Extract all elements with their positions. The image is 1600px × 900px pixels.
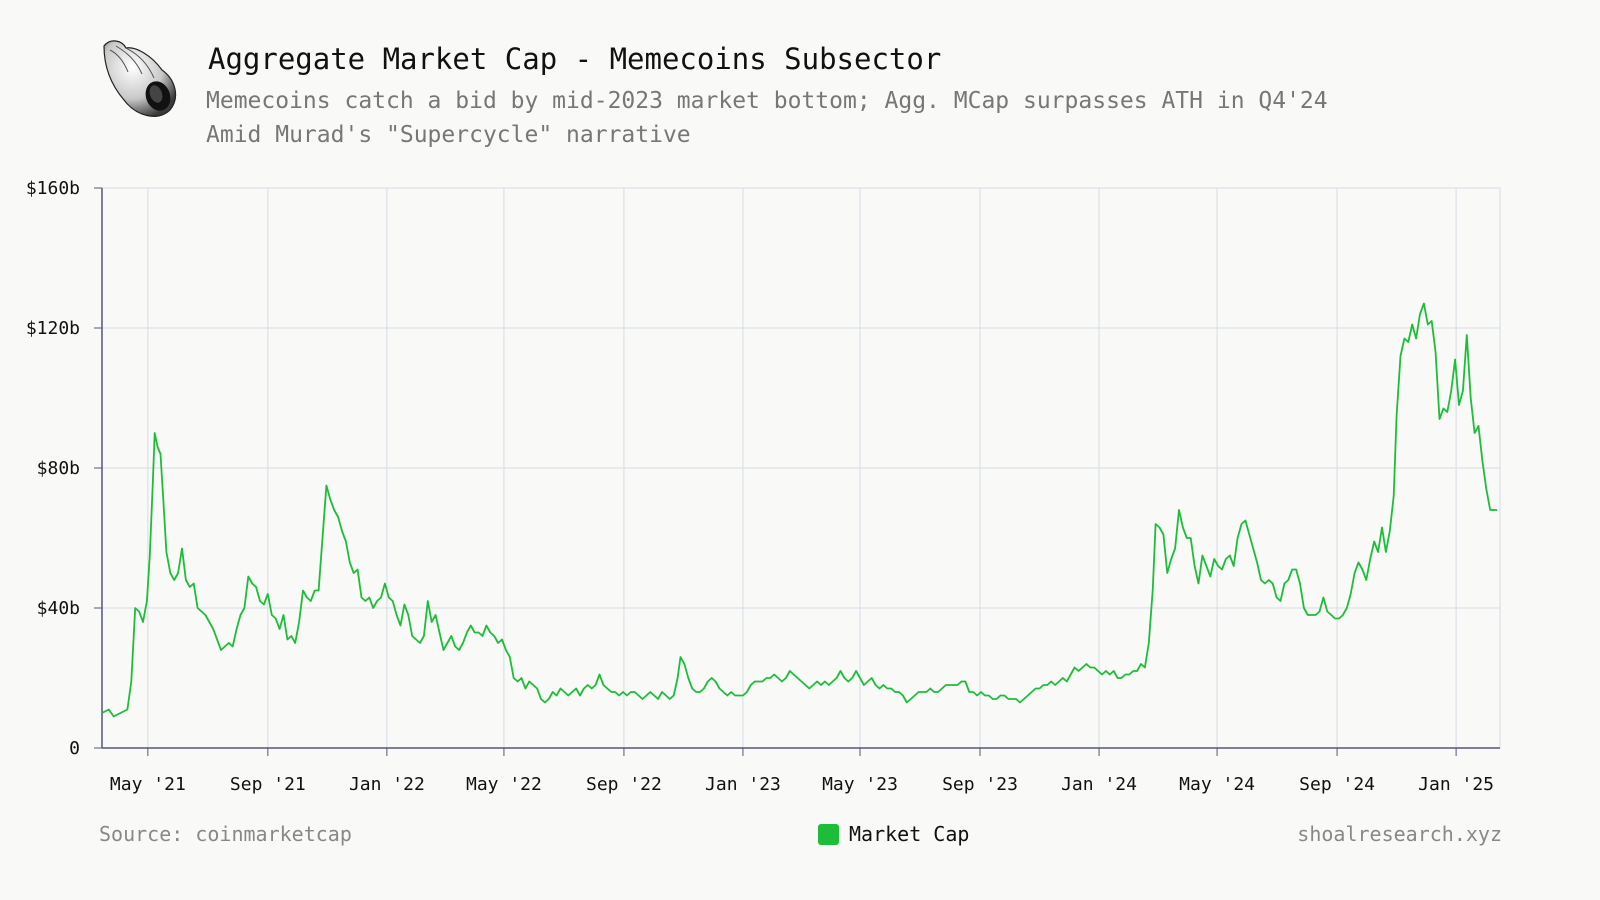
x-tick-label: Jan '23 — [705, 774, 781, 795]
chart-title: Aggregate Market Cap - Memecoins Subsect… — [208, 42, 942, 76]
subtitle-line-2: Amid Murad's "Supercycle" narrative — [206, 122, 691, 148]
chart-subtitle: Memecoins catch a bid by mid-2023 market… — [206, 84, 1328, 152]
y-tick-label: $80b — [37, 458, 80, 479]
y-tick-label: 0 — [69, 738, 80, 759]
market-cap-line-chart: 0 $40b $80b $120b $160b May '21 Sep '21 Jan '2… — [26, 178, 1501, 795]
series-line-market-cap — [101, 302, 1498, 718]
x-axis-tick-labels: May '21 Sep '21 Jan '22 May '22 Sep '22 Jan '… — [110, 774, 1494, 795]
site-credit: shoalresearch.xyz — [1297, 822, 1502, 846]
axes — [94, 187, 1500, 756]
y-tick-label: $160b — [26, 178, 80, 199]
y-axis-tick-labels: 0 $40b $80b $120b $160b — [26, 178, 80, 759]
y-tick-label: $120b — [26, 318, 80, 339]
x-tick-label: May '22 — [466, 774, 542, 795]
x-tick-label: Jan '24 — [1061, 774, 1137, 795]
x-tick-label: Jan '25 — [1418, 774, 1494, 795]
y-tick-label: $40b — [37, 598, 80, 619]
subtitle-line-1: Memecoins catch a bid by mid-2023 market… — [206, 88, 1328, 114]
x-tick-label: May '21 — [110, 774, 186, 795]
x-tick-label: Jan '22 — [349, 774, 425, 795]
x-tick-label: Sep '23 — [942, 774, 1018, 795]
x-tick-label: Sep '22 — [586, 774, 662, 795]
grid-lines — [101, 187, 1501, 749]
x-tick-label: May '24 — [1179, 774, 1255, 795]
x-tick-label: May '23 — [822, 774, 898, 795]
legend-label-market-cap: Market Cap — [849, 822, 970, 846]
legend: Market Cap — [818, 822, 969, 846]
legend-swatch-market-cap — [818, 823, 839, 845]
x-tick-label: Sep '24 — [1299, 774, 1375, 795]
seashell-icon — [103, 40, 177, 117]
source-note: Source: coinmarketcap — [99, 822, 352, 846]
x-tick-label: Sep '21 — [230, 774, 306, 795]
series-layer — [101, 302, 1498, 718]
